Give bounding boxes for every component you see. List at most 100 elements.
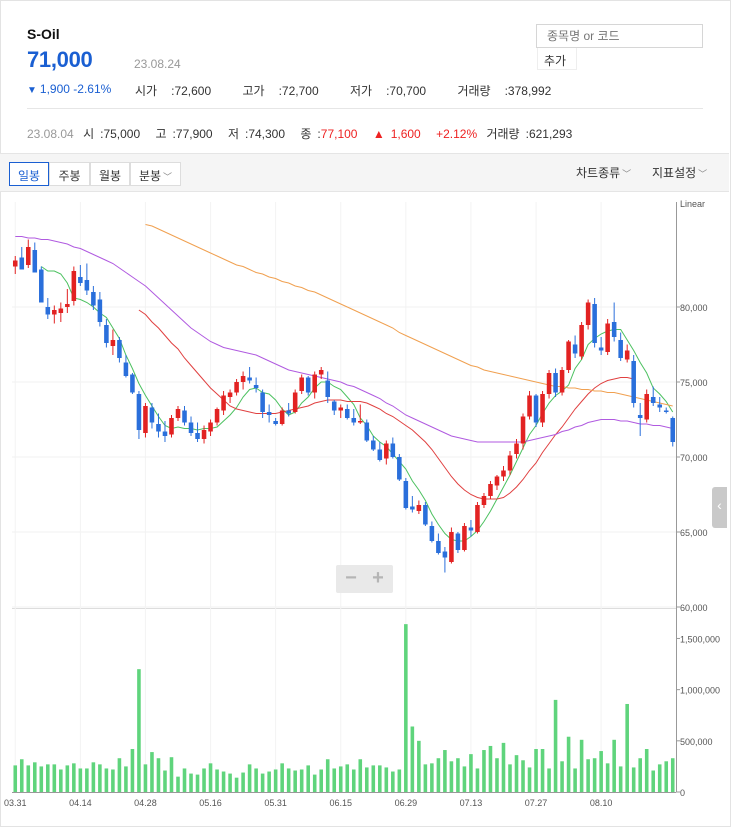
volume-bar xyxy=(319,769,324,792)
zoom-out-button[interactable]: − xyxy=(345,567,357,589)
volume-bar xyxy=(208,763,213,792)
add-button[interactable]: 추가 xyxy=(537,48,577,70)
volume-bar xyxy=(306,765,310,792)
candle-body xyxy=(611,322,617,337)
candle-body xyxy=(364,422,370,441)
volume-bar xyxy=(156,758,161,792)
candle-body xyxy=(624,350,630,360)
volume-bar xyxy=(163,770,167,792)
volume-tick-label: 1,500,000 xyxy=(680,634,720,644)
candle-body xyxy=(403,481,409,508)
volume-bar xyxy=(508,764,512,792)
candle-body xyxy=(579,325,584,357)
volume-bar xyxy=(514,755,519,792)
divider xyxy=(27,108,703,109)
search-input[interactable] xyxy=(536,24,703,48)
candle-body xyxy=(45,307,51,315)
volume-bar xyxy=(130,749,135,792)
volume-bar xyxy=(469,754,473,792)
candle-body xyxy=(501,470,506,477)
candle-body xyxy=(397,457,402,480)
tab-monthly-label: 월봉 xyxy=(98,169,122,183)
tab-weekly[interactable]: 주봉 xyxy=(49,162,90,186)
volume-bar xyxy=(104,768,109,792)
candle-body xyxy=(338,407,344,411)
volume-bar xyxy=(52,764,57,792)
candle-body xyxy=(390,443,396,457)
volume-bar xyxy=(59,769,63,792)
date-tick-label: 07.27 xyxy=(525,798,548,808)
candle-body xyxy=(507,455,513,471)
tab-daily[interactable]: 일봉 xyxy=(9,162,49,186)
candle-body xyxy=(540,394,545,423)
volume-bar xyxy=(260,773,265,792)
volume-bar xyxy=(338,766,343,792)
candle-body xyxy=(657,404,663,408)
candle-body xyxy=(670,418,676,442)
volume-bar xyxy=(618,766,623,792)
tab-daily-label: 일봉 xyxy=(17,169,41,183)
candle-body xyxy=(123,362,129,376)
volume-bar xyxy=(657,764,662,792)
candle-body xyxy=(266,412,272,415)
volume-bar xyxy=(547,768,551,792)
volume-bar xyxy=(449,761,454,792)
candle-body xyxy=(416,505,422,511)
open-label: 시가 xyxy=(135,84,158,98)
candle-body xyxy=(331,401,337,411)
candle-body xyxy=(208,422,213,432)
candle-body xyxy=(221,395,226,411)
volume-bar xyxy=(26,765,31,792)
candle-body xyxy=(292,392,298,412)
candle-body xyxy=(598,347,604,351)
date-tick-label: 05.31 xyxy=(264,798,287,808)
zoom-in-button[interactable]: + xyxy=(372,567,384,589)
candle-body xyxy=(240,376,246,382)
candle-body xyxy=(136,394,142,430)
indicator-settings-dropdown[interactable]: 지표설정 ﹀ xyxy=(652,164,707,181)
chart-type-dropdown[interactable]: 차트종류 ﹀ xyxy=(576,164,631,181)
candle-body xyxy=(618,340,623,358)
candle-body xyxy=(58,308,64,313)
candle-body xyxy=(475,505,480,532)
candle-body xyxy=(39,269,44,303)
candle-body xyxy=(273,421,278,424)
candle-body xyxy=(468,527,474,531)
candle-body xyxy=(19,257,25,270)
volume-bar xyxy=(631,767,636,792)
candle-body xyxy=(286,410,291,414)
volume-bar xyxy=(325,759,330,792)
volume-bar xyxy=(345,764,350,792)
volume-bar xyxy=(91,762,96,792)
volume-bar xyxy=(280,763,284,792)
candle-body xyxy=(481,496,487,505)
volume-bar xyxy=(254,768,258,792)
chevron-down-icon: ﹀ xyxy=(163,172,173,182)
high-label: 고가 xyxy=(242,84,265,98)
candle-body xyxy=(572,344,578,354)
volume-bar xyxy=(241,772,245,792)
volume-bar xyxy=(247,764,252,792)
volume-bar xyxy=(397,769,402,792)
volume-bar xyxy=(72,763,76,792)
volume-bar xyxy=(534,749,538,792)
ma-line-20 xyxy=(138,309,634,500)
candle-body xyxy=(52,310,57,315)
candle-body xyxy=(377,449,383,460)
chevron-left-icon[interactable]: ‹ xyxy=(712,487,727,528)
date-tick-label: 06.29 xyxy=(395,798,418,808)
tab-monthly[interactable]: 월봉 xyxy=(90,162,130,186)
volume-bar xyxy=(293,770,297,792)
volume-bar xyxy=(553,699,558,792)
candle-body xyxy=(169,418,174,435)
candle-body xyxy=(91,292,96,306)
candle-body xyxy=(156,424,161,432)
chevron-down-icon: ﹀ xyxy=(698,169,708,179)
volume-bar xyxy=(566,736,571,792)
candle-body xyxy=(104,325,109,343)
tab-minute[interactable]: 분봉 ﹀ xyxy=(130,162,181,186)
tab-minute-label: 분봉 xyxy=(138,169,162,183)
volume-bar xyxy=(137,669,141,792)
indicator-settings-label: 지표설정 xyxy=(652,166,697,180)
